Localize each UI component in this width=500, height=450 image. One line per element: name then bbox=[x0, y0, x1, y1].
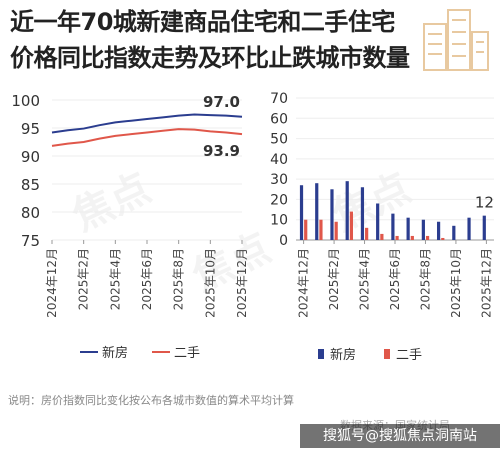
x-tick-label: 2025年10月 bbox=[203, 248, 217, 318]
y-tick-label: 85 bbox=[21, 176, 40, 194]
legend-label: 新房 bbox=[102, 345, 128, 361]
x-tick-label: 2025年8月 bbox=[172, 248, 186, 310]
series-end-label: 93.9 bbox=[203, 142, 240, 160]
series-end-label: 97.0 bbox=[203, 93, 240, 111]
bar bbox=[315, 183, 319, 240]
building-icon bbox=[423, 9, 489, 71]
bar bbox=[376, 203, 380, 240]
legend-label: 二手 bbox=[174, 346, 200, 361]
y-tick-label: 95 bbox=[21, 120, 40, 138]
bar bbox=[319, 219, 323, 240]
bar bbox=[406, 217, 410, 240]
y-tick-label: 20 bbox=[270, 192, 288, 208]
bar bbox=[334, 221, 338, 240]
sohu-watermark: 搜狐号@搜狐焦点洞南站 bbox=[300, 424, 500, 448]
y-tick-label: 75 bbox=[21, 232, 40, 250]
bar bbox=[360, 187, 365, 240]
bar bbox=[365, 227, 369, 240]
bar-chart: 0 10 20 30 40 50 60 70 2024年12月 2025年2月 2025年4月 202… bbox=[270, 91, 494, 363]
bar bbox=[299, 185, 304, 240]
title-line-1: 近一年70城新建商品住宅和二手住宅 bbox=[10, 8, 395, 36]
y-tick-label: 60 bbox=[270, 111, 288, 127]
x-tick-label: 2025年12月 bbox=[479, 248, 493, 318]
chart-title: 近一年70城新建商品住宅和二手住宅 价格同比指数走势及环比止跌城市数量 bbox=[10, 4, 410, 76]
x-tick-label: 2025年2月 bbox=[327, 248, 341, 310]
y-tick-label: 80 bbox=[21, 204, 40, 222]
bar bbox=[330, 189, 334, 240]
bar bbox=[380, 233, 384, 240]
y-tick-label: 10 bbox=[270, 213, 288, 229]
y-tick-label: 30 bbox=[270, 172, 288, 188]
series-line bbox=[51, 113, 243, 134]
y-tick-label: 0 bbox=[279, 233, 288, 249]
x-tick-label: 2024年12月 bbox=[297, 248, 311, 318]
series-line bbox=[51, 128, 243, 147]
legend-swatch bbox=[384, 349, 390, 359]
y-tick-label: 100 bbox=[11, 92, 40, 110]
legend-label: 新房 bbox=[330, 347, 356, 363]
x-tick-label: 2025年4月 bbox=[108, 248, 122, 310]
bar-annotation: 12 bbox=[475, 194, 494, 212]
bar bbox=[482, 215, 486, 240]
x-tick-label: 2024年12月 bbox=[45, 248, 59, 318]
x-tick-label: 2025年12月 bbox=[235, 248, 249, 318]
x-tick-label: 2025年2月 bbox=[77, 248, 91, 310]
y-tick-label: 90 bbox=[21, 148, 40, 166]
bar bbox=[421, 219, 425, 240]
y-tick-label: 50 bbox=[270, 132, 288, 148]
x-tick-label: 2025年6月 bbox=[140, 248, 154, 310]
bar bbox=[391, 213, 395, 240]
y-tick-label: 70 bbox=[270, 91, 288, 107]
x-tick-label: 2025年6月 bbox=[388, 248, 402, 310]
line-chart: 75 80 85 90 95 100 2024年12月 2025年2月 2025年4月 2025年… bbox=[11, 92, 249, 361]
bar bbox=[345, 181, 349, 240]
y-tick-label: 40 bbox=[270, 152, 288, 168]
bar bbox=[395, 235, 399, 240]
bar bbox=[410, 235, 414, 240]
bar bbox=[425, 235, 430, 240]
x-tick-label: 2025年10月 bbox=[449, 248, 463, 318]
bar bbox=[304, 219, 308, 240]
x-tick-label: 2025年8月 bbox=[418, 248, 432, 310]
bar bbox=[467, 217, 471, 240]
legend-label: 二手 bbox=[396, 348, 422, 363]
bar bbox=[436, 221, 441, 240]
bar bbox=[452, 225, 456, 240]
note-text: 说明：房价指数同比变化按公布各城市数值的算术平均计算 bbox=[8, 394, 294, 407]
x-tick-label: 2025年4月 bbox=[358, 248, 372, 310]
legend-swatch bbox=[318, 349, 324, 359]
bar bbox=[441, 237, 445, 240]
title-line-2: 价格同比指数走势及环比止跌城市数量 bbox=[10, 44, 410, 72]
bar bbox=[349, 211, 354, 240]
